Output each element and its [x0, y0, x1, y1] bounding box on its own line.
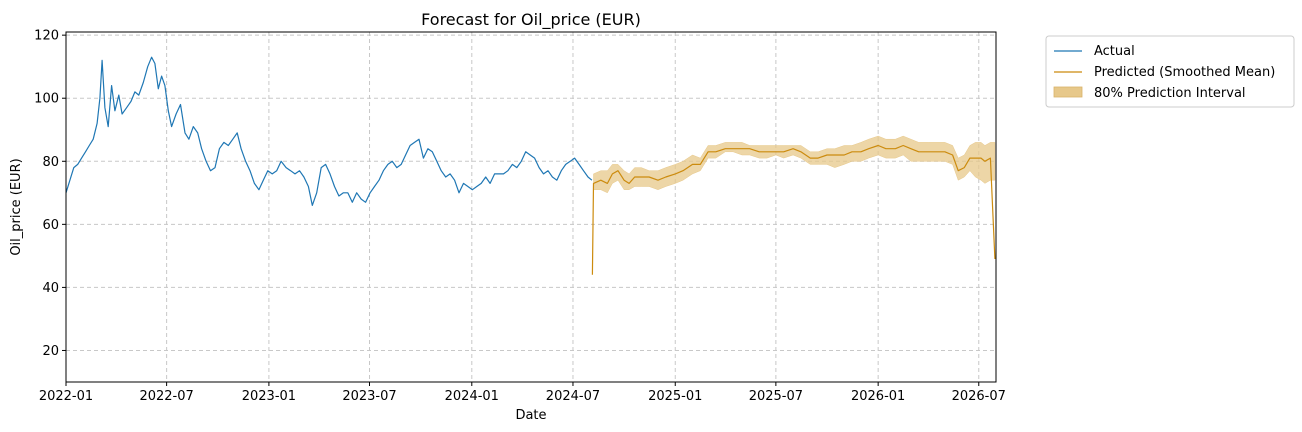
x-tick-label: 2023-07 — [342, 389, 396, 404]
x-tick-label: 2025-01 — [648, 389, 702, 404]
legend: Actual Predicted (Smoothed Mean) 80% Pre… — [1045, 35, 1295, 108]
prediction-interval-band — [593, 135, 996, 194]
series-lines — [65, 56, 996, 275]
legend-predicted-label: Predicted (Smoothed Mean) — [1094, 65, 1275, 80]
prediction-interval-area — [593, 135, 996, 194]
y-axis-title: Oil_price (EUR) — [9, 158, 24, 255]
y-tick-label: 120 — [34, 29, 59, 44]
y-tick-label: 100 — [34, 92, 59, 107]
legend-actual-label: Actual — [1094, 44, 1135, 59]
x-tick-label: 2024-07 — [546, 389, 600, 404]
x-tick-label: 2022-01 — [39, 389, 93, 404]
x-axis-title: Date — [515, 408, 546, 423]
predicted-series-line — [591, 144, 996, 275]
x-tick-label: 2026-07 — [952, 389, 1006, 404]
y-tick-label: 20 — [42, 344, 59, 359]
chart-title: Forecast for Oil_price (EUR) — [421, 10, 641, 30]
legend-interval-swatch — [1053, 86, 1083, 98]
x-tick-label: 2022-07 — [139, 389, 193, 404]
axis-ticks: 2022-01 2022-07 2023-01 2023-07 2024-01 2024-… — [34, 29, 1006, 404]
legend-interval-label: 80% Prediction Interval — [1094, 86, 1246, 101]
x-tick-label: 2024-01 — [445, 389, 499, 404]
y-tick-label: 80 — [42, 155, 59, 170]
plot-area-frame — [65, 31, 997, 383]
x-tick-label: 2025-07 — [749, 389, 803, 404]
grid-lines — [65, 32, 996, 382]
y-tick-label: 60 — [42, 218, 59, 233]
y-tick-label: 40 — [42, 281, 59, 296]
x-tick-label: 2023-01 — [242, 389, 296, 404]
actual-series-line — [65, 56, 593, 206]
x-tick-label: 2026-01 — [851, 389, 905, 404]
legend-box — [1045, 35, 1295, 108]
